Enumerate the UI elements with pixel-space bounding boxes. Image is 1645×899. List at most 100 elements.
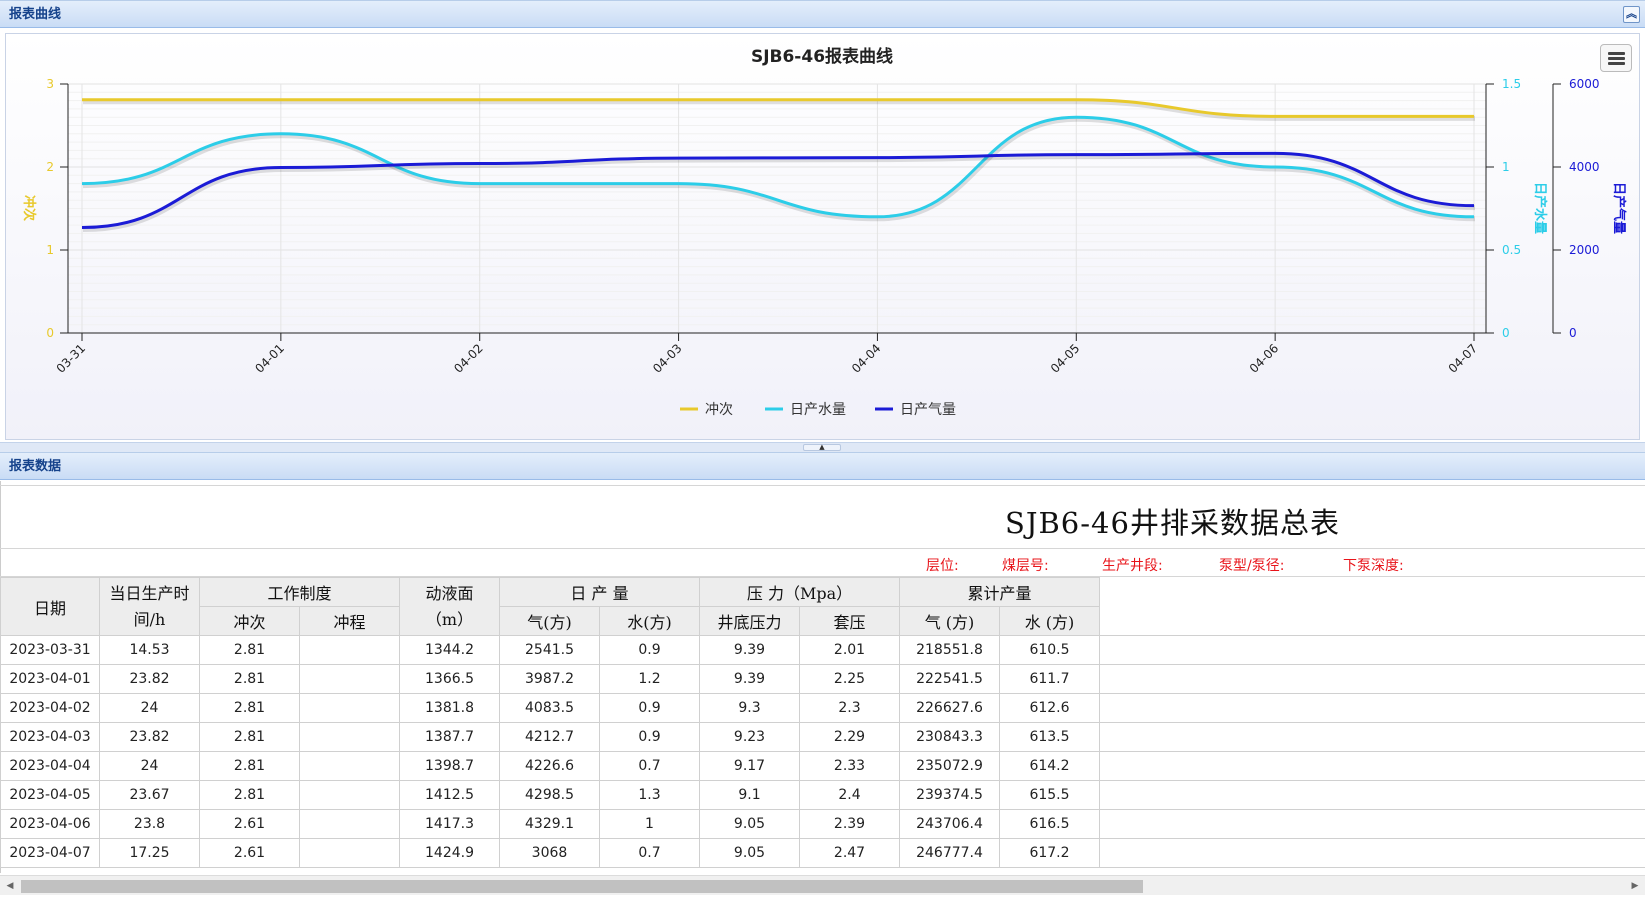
cell-daily-gas: 4329.1 bbox=[499, 809, 600, 839]
cell-cumulative-gas: 239374.5 bbox=[899, 780, 1000, 810]
cell-fluid-level: 1387.7 bbox=[399, 722, 500, 752]
meta-pump-depth: 下泵深度: bbox=[1343, 558, 1404, 574]
cell-bottom-pressure: 9.05 bbox=[699, 838, 800, 868]
cell-stroke-count: 2.81 bbox=[199, 693, 300, 723]
table-row: 2023-04-07 17.25 2.61 1424.9 3068 0.7 9.05 2.47… bbox=[0, 838, 1645, 868]
scroll-right-icon[interactable]: ▶ bbox=[1631, 881, 1639, 891]
horizontal-scrollbar[interactable]: ◀ ▶ bbox=[0, 875, 1645, 895]
cell-daily-water: 0.9 bbox=[599, 635, 700, 665]
line-chart: SJB6-46报表曲线 0 1 2 3 冲次 0 0.5 1 1.5 日产水量 0 2000 4000 60… bbox=[21, 46, 1627, 418]
series-shadow bbox=[82, 99, 1475, 121]
cell-stroke-length bbox=[299, 664, 400, 694]
splitter-collapse-icon[interactable]: ▲ bbox=[803, 444, 841, 451]
header-daily-water: 水(方) bbox=[599, 606, 700, 636]
hamburger-menu-icon[interactable] bbox=[1600, 44, 1632, 72]
series-line-2[interactable] bbox=[81, 115, 1475, 219]
header-cumulative-output: 累计产量 bbox=[899, 577, 1100, 607]
cell-filler bbox=[1099, 751, 1645, 781]
cell-date: 2023-04-03 bbox=[0, 722, 100, 752]
table-row: 2023-03-31 14.53 2.81 1344.2 2541.5 0.9 9.39 2.… bbox=[0, 635, 1645, 665]
cell-daily-gas: 4226.6 bbox=[499, 751, 600, 781]
cell-date: 2023-04-04 bbox=[0, 751, 100, 781]
cell-casing-pressure: 2.39 bbox=[799, 809, 900, 839]
report-table: 日期 当日生产时间/h 工作制度 动液面（m） 日 产 量 压 力（Mpa） 累… bbox=[0, 577, 1645, 868]
cell-cumulative-water: 610.5 bbox=[999, 635, 1100, 665]
legend-item[interactable]: 冲次 bbox=[705, 402, 733, 418]
cell-hours: 23.82 bbox=[99, 664, 200, 694]
y-tick-label: 0.5 bbox=[1502, 243, 1521, 257]
cell-hours: 23.67 bbox=[99, 780, 200, 810]
cell-daily-gas: 3068 bbox=[499, 838, 600, 868]
cell-stroke-count: 2.81 bbox=[199, 780, 300, 810]
x-tick-label: 04-02 bbox=[451, 341, 486, 376]
cell-date: 2023-04-02 bbox=[0, 693, 100, 723]
y-tick-label: 0 bbox=[1502, 326, 1510, 340]
series-line-3[interactable] bbox=[81, 151, 1475, 230]
x-tick-label: 04-04 bbox=[849, 341, 884, 376]
table-row: 2023-04-02 24 2.81 1381.8 4083.5 0.9 9.3 2.3 226… bbox=[0, 693, 1645, 723]
x-tick-label: 04-01 bbox=[252, 341, 287, 376]
report-title: SJB6-46井排采数据总表 bbox=[1005, 506, 1340, 540]
cell-stroke-length bbox=[299, 635, 400, 665]
meta-pump-type: 泵型/泵径: bbox=[1219, 558, 1285, 574]
cell-bottom-pressure: 9.05 bbox=[699, 809, 800, 839]
double-chevron-up-icon[interactable]: ︽ bbox=[1623, 6, 1640, 23]
cell-casing-pressure: 2.33 bbox=[799, 751, 900, 781]
header-stroke-length: 冲程 bbox=[299, 606, 400, 636]
cell-daily-water: 0.9 bbox=[599, 722, 700, 752]
header-work-regime: 工作制度 bbox=[199, 577, 400, 607]
cell-cumulative-gas: 218551.8 bbox=[899, 635, 1000, 665]
cell-filler bbox=[1099, 664, 1645, 694]
cell-stroke-count: 2.81 bbox=[199, 751, 300, 781]
cell-cumulative-water: 613.5 bbox=[999, 722, 1100, 752]
series-line-1[interactable] bbox=[81, 98, 1474, 118]
panel-splitter[interactable]: ▲ bbox=[0, 442, 1645, 452]
y-tick-label: 1.5 bbox=[1502, 77, 1521, 91]
legend-item[interactable]: 日产气量 bbox=[900, 402, 956, 418]
header-fluid-level: 动液面（m） bbox=[399, 577, 500, 636]
legend-item[interactable]: 日产水量 bbox=[790, 402, 846, 418]
header-bottom-pressure: 井底压力 bbox=[699, 606, 800, 636]
cell-bottom-pressure: 9.23 bbox=[699, 722, 800, 752]
cell-daily-gas: 2541.5 bbox=[499, 635, 600, 665]
cell-fluid-level: 1366.5 bbox=[399, 664, 500, 694]
cell-fluid-level: 1398.7 bbox=[399, 751, 500, 781]
data-panel-header: 报表数据 bbox=[0, 452, 1645, 480]
header-stroke-count: 冲次 bbox=[199, 606, 300, 636]
y-axis-title-right2: 日产气量 bbox=[1611, 182, 1627, 234]
series-shadow bbox=[82, 152, 1476, 233]
cell-daily-water: 1 bbox=[599, 809, 700, 839]
cell-filler bbox=[1099, 635, 1645, 665]
cell-daily-water: 0.7 bbox=[599, 751, 700, 781]
cell-date: 2023-04-01 bbox=[0, 664, 100, 694]
cell-cumulative-gas: 246777.4 bbox=[899, 838, 1000, 868]
scrollbar-thumb[interactable] bbox=[21, 880, 1143, 893]
scroll-left-icon[interactable]: ◀ bbox=[6, 881, 14, 891]
chart-panel-title: 报表曲线 bbox=[9, 7, 62, 22]
cell-fluid-level: 1412.5 bbox=[399, 780, 500, 810]
header-cumulative-gas: 气 (方) bbox=[899, 606, 1000, 636]
cell-cumulative-water: 612.6 bbox=[999, 693, 1100, 723]
cell-hours: 23.8 bbox=[99, 809, 200, 839]
x-tick-label: 04-03 bbox=[650, 341, 685, 376]
cell-casing-pressure: 2.3 bbox=[799, 693, 900, 723]
cell-casing-pressure: 2.4 bbox=[799, 780, 900, 810]
cell-date: 2023-04-06 bbox=[0, 809, 100, 839]
meta-layer: 层位: bbox=[926, 558, 959, 574]
cell-daily-gas: 3987.2 bbox=[499, 664, 600, 694]
y-axis-title-left: 冲次 bbox=[21, 195, 37, 221]
y-tick-label: 1 bbox=[1502, 160, 1510, 174]
cell-filler bbox=[1099, 722, 1645, 752]
cell-bottom-pressure: 9.3 bbox=[699, 693, 800, 723]
header-casing-pressure: 套压 bbox=[799, 606, 900, 636]
y-tick-label: 4000 bbox=[1569, 160, 1600, 174]
table-row: 2023-04-01 23.82 2.81 1366.5 3987.2 1.2 9.39 2.… bbox=[0, 664, 1645, 694]
cell-date: 2023-03-31 bbox=[0, 635, 100, 665]
cell-stroke-length bbox=[299, 838, 400, 868]
cell-cumulative-gas: 222541.5 bbox=[899, 664, 1000, 694]
table-row: 2023-04-03 23.82 2.81 1387.7 4212.7 0.9 9.23 2.… bbox=[0, 722, 1645, 752]
cell-daily-water: 0.9 bbox=[599, 693, 700, 723]
cell-bottom-pressure: 9.17 bbox=[699, 751, 800, 781]
cell-date: 2023-04-07 bbox=[0, 838, 100, 868]
cell-stroke-length bbox=[299, 780, 400, 810]
